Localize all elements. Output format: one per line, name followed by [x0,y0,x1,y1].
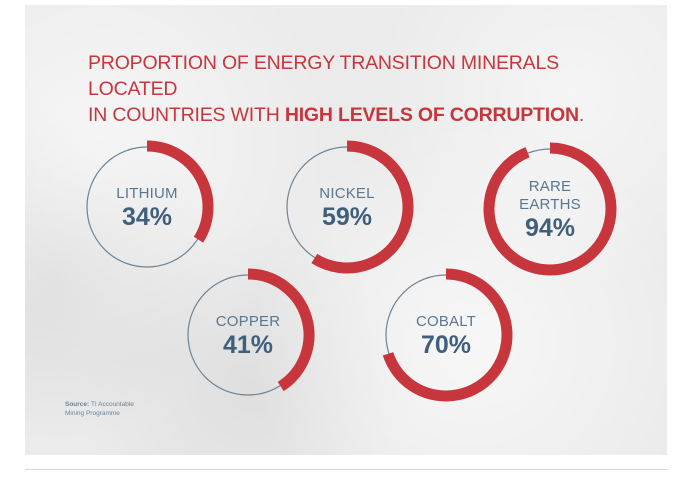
donut-value: 34% [121,203,173,231]
donut-arc [483,142,617,276]
donut-value: 70% [420,331,472,359]
donut-label-nickel: NICKEL 59% [287,185,407,231]
donut-label-rare-earths: RARE EARTHS 94% [490,178,610,242]
donut-value: 59% [321,203,373,231]
donut-value: 94% [524,214,576,242]
title-line-1: PROPORTION OF ENERGY TRANSITION MINERALS… [88,52,559,100]
donut-nickel [286,140,414,274]
bottom-divider [25,469,667,470]
donut-value: 41% [222,331,274,359]
donut-rare [483,142,617,276]
donut-lithium [86,140,214,268]
title-line-2: IN COUNTRIES WITH HIGH LEVELS OF CORRUPT… [88,104,585,126]
donut-arc [247,268,315,392]
donut-label-lithium: LITHIUM 34% [87,185,207,231]
donut-copper [187,268,315,396]
donut-label-copper: COPPER 41% [188,313,308,359]
donut-arc [146,140,214,243]
donut-label-cobalt: COBALT 70% [386,313,506,359]
source-note: Source: TI Accountable Mining Programme [65,401,134,417]
infographic-panel [25,5,667,455]
chart-title: PROPORTION OF ENERGY TRANSITION MINERALS… [88,50,648,128]
donut-arc [382,268,513,402]
title-emphasis: HIGH LEVELS OF CORRUPTION [284,104,579,126]
donut-cobalt [382,268,513,402]
donut-arc [311,140,414,274]
